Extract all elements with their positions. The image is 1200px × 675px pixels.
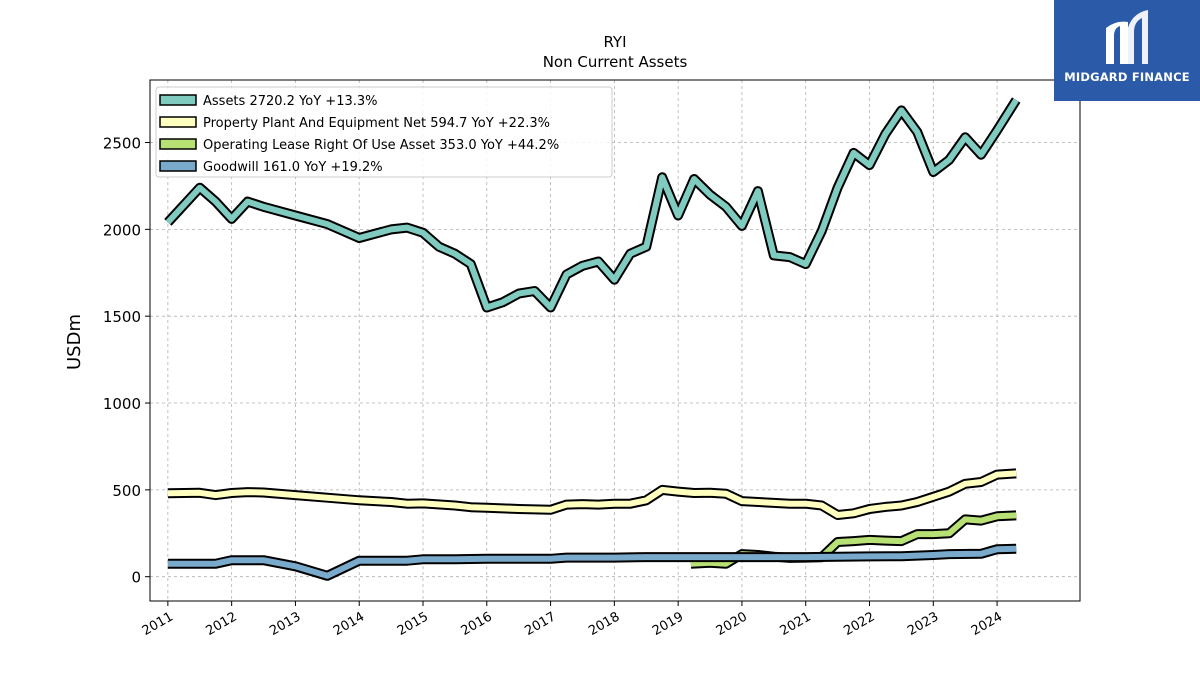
y-tick-label: 0 — [131, 569, 141, 587]
series-1 — [167, 468, 1017, 520]
series-line — [165, 98, 1019, 311]
x-tick-label: 2016 — [459, 609, 495, 639]
legend-label: Goodwill 161.0 YoY +19.2% — [203, 160, 383, 175]
y-axis-label: USDm — [64, 314, 85, 370]
y-tick-label: 500 — [112, 482, 141, 500]
series-line — [167, 545, 1017, 579]
x-axis: 2011 2012 2013 2014 2015 2016 2017 2018 2019 2020… — [140, 601, 1005, 639]
legend: Assets 2720.2 YoY +13.3% Property Plant A… — [155, 86, 613, 178]
y-tick-label: 2500 — [103, 135, 141, 153]
series-line-outline — [167, 543, 1017, 581]
chart-title: RYI — [603, 33, 626, 51]
x-tick-label: 2014 — [331, 609, 367, 639]
legend-label: Property Plant And Equipment Net 594.7 Y… — [203, 116, 550, 131]
legend-label: Operating Lease Right Of Use Asset 353.0… — [203, 138, 559, 153]
x-tick-label: 2012 — [203, 609, 239, 639]
x-tick-label: 2018 — [586, 609, 622, 639]
y-tick-label: 1500 — [103, 308, 141, 326]
x-tick-label: 2011 — [140, 609, 176, 639]
series-layer — [164, 97, 1021, 581]
y-tick-label: 2000 — [103, 221, 141, 239]
legend-box — [155, 86, 613, 178]
legend-swatch — [159, 94, 197, 106]
legend-swatch — [159, 116, 197, 128]
series-0 — [164, 97, 1021, 313]
x-tick-label: 2023 — [905, 609, 941, 639]
legend-label: Assets 2720.2 YoY +13.3% — [203, 94, 378, 109]
legend-swatch — [159, 138, 197, 150]
x-tick-label: 2015 — [395, 609, 431, 639]
y-tick-label: 1000 — [103, 395, 141, 413]
logo-text: MIDGARD FINANCE — [1064, 70, 1190, 84]
x-tick-label: 2021 — [778, 609, 814, 639]
chart-subtitle: Non Current Assets — [543, 53, 688, 71]
legend-swatch — [159, 160, 197, 172]
logo-mark-icon — [1106, 10, 1148, 65]
x-tick-label: 2022 — [841, 609, 877, 639]
x-tick-label: 2024 — [969, 609, 1005, 639]
x-tick-label: 2013 — [267, 609, 303, 639]
y-axis: 0 500 1000 1500 2000 2500 — [103, 135, 150, 587]
series-3 — [167, 543, 1017, 581]
plot-frame — [149, 79, 1081, 602]
x-tick-label: 2020 — [714, 609, 750, 639]
x-tick-label: 2017 — [522, 609, 558, 639]
x-tick-label: 2019 — [650, 609, 686, 639]
series-line — [167, 470, 1017, 518]
logo: MIDGARD FINANCE — [1054, 0, 1200, 101]
